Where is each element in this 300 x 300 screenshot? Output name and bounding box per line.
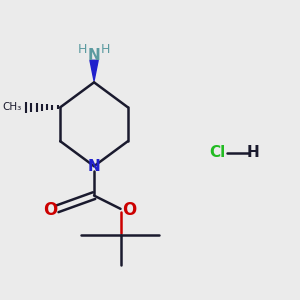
Text: H: H [78,44,88,56]
Text: N: N [88,159,100,174]
Text: H: H [247,146,259,160]
Polygon shape [90,60,98,81]
Text: N: N [88,48,100,63]
Text: O: O [122,201,136,219]
Text: Cl: Cl [209,146,226,160]
Text: H: H [100,44,110,56]
Text: CH₃: CH₃ [3,102,22,112]
Text: O: O [43,201,57,219]
